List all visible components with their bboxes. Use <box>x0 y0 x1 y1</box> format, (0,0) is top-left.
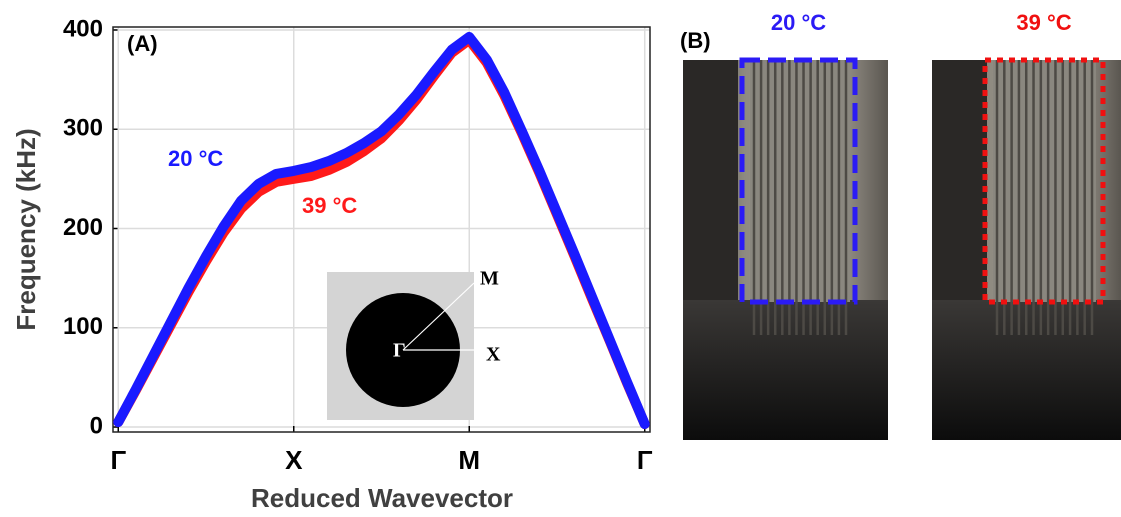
panel-b: (B) 20 °C 39 °C <box>680 10 1121 440</box>
highlight-box <box>739 57 858 305</box>
y-axis-title: Frequency (kHz) <box>11 128 41 330</box>
x-tick-label: Γ <box>110 445 126 475</box>
photo-dark <box>932 60 987 300</box>
x-tick-label: X <box>285 445 303 475</box>
y-tick-label: 300 <box>63 115 103 142</box>
plot-a: 0 100 200 300 400 Γ X M Γ Reduced Wavevector Frequ… <box>11 15 653 513</box>
series-line <box>113 31 650 430</box>
y-tick-label: 400 <box>63 15 103 42</box>
series-label: 20 °C <box>168 146 223 171</box>
x-tick-label: M <box>458 445 480 475</box>
photo-label: 20 °C <box>771 10 826 35</box>
series-label: 39 °C <box>302 193 357 218</box>
x-axis-title: Reduced Wavevector <box>251 483 513 513</box>
panel-label: (A) <box>127 31 158 56</box>
sample <box>993 60 1096 302</box>
photo-base <box>683 300 888 440</box>
y-tick-label: 100 <box>63 313 103 340</box>
photo-label: 39 °C <box>1016 10 1071 35</box>
photo-dark <box>683 60 738 300</box>
x-tick-label: Γ <box>637 445 653 475</box>
inset-label: X <box>486 344 501 366</box>
inset-label: M <box>480 268 499 290</box>
sample <box>750 60 850 302</box>
inset-line <box>402 282 475 351</box>
panel-label: (B) <box>680 28 711 53</box>
y-tick-label: 0 <box>90 412 103 439</box>
inset: Γ M X <box>327 268 501 420</box>
plot-frame <box>112 26 651 433</box>
inset-label: Γ <box>393 340 406 362</box>
y-tick-label: 200 <box>63 214 103 241</box>
